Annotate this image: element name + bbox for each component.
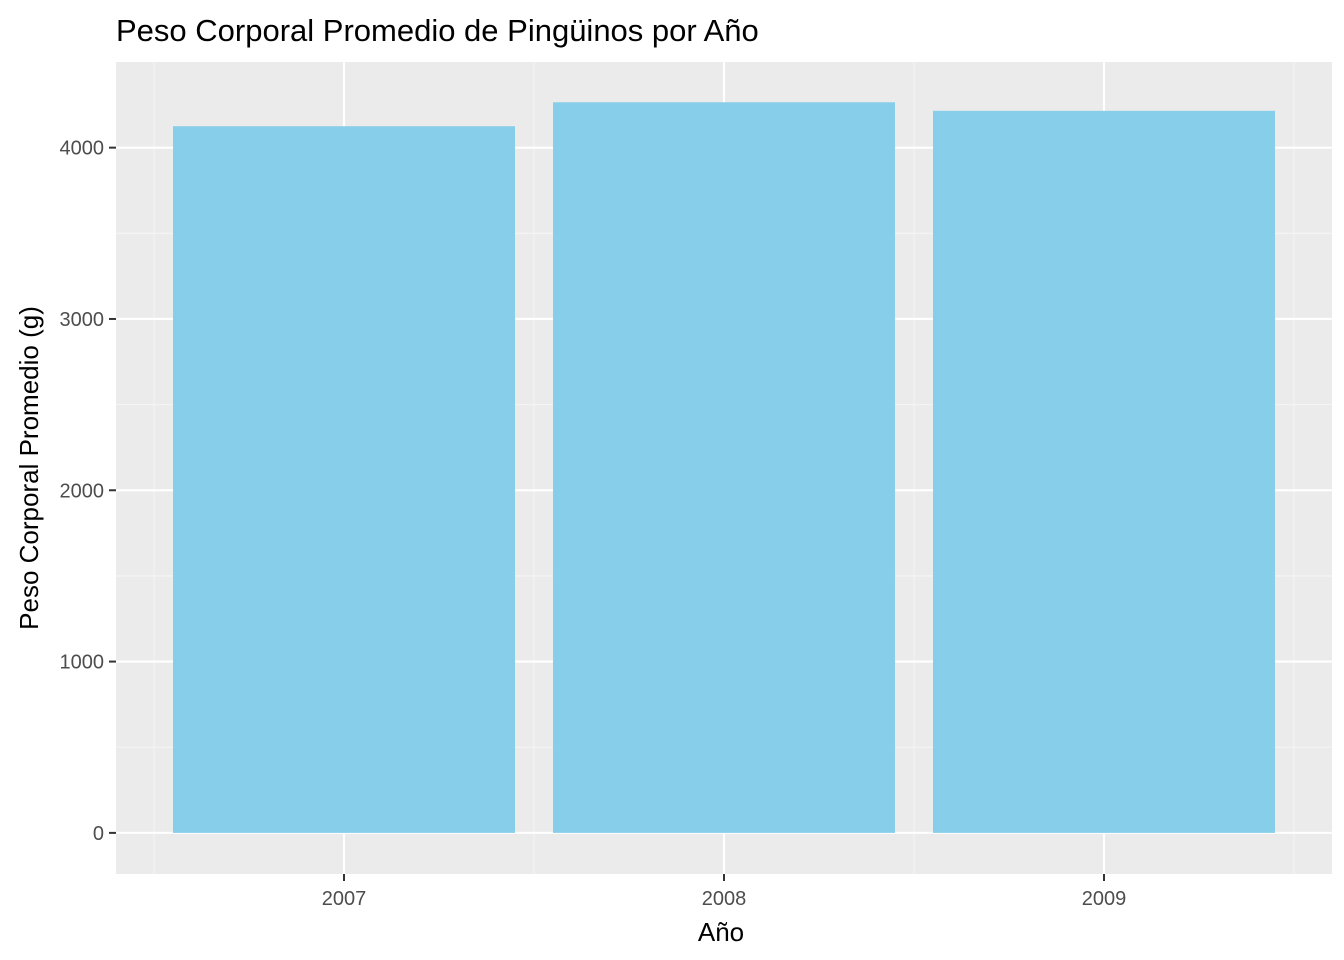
y-tick-label: 0 xyxy=(93,823,104,845)
bar xyxy=(553,102,895,833)
bar xyxy=(933,110,1275,833)
x-tick-label: 2008 xyxy=(702,888,747,910)
y-axis-title: Peso Corporal Promedio (g) xyxy=(14,306,44,630)
bars xyxy=(173,102,1275,833)
y-tick-label: 4000 xyxy=(60,138,105,160)
x-tick-label: 2009 xyxy=(1082,888,1127,910)
bar xyxy=(173,126,515,833)
y-tick-label: 1000 xyxy=(60,652,105,674)
x-tick-label: 2007 xyxy=(322,888,367,910)
x-axis-title: Año xyxy=(698,917,744,947)
axis-ticks: 0 1000 2000 3000 4000 2007 2008 2009 xyxy=(60,138,1127,910)
y-tick-label: 2000 xyxy=(60,480,105,502)
y-tick-label: 3000 xyxy=(60,309,105,331)
chart-title: Peso Corporal Promedio de Pingüinos por … xyxy=(116,13,759,48)
